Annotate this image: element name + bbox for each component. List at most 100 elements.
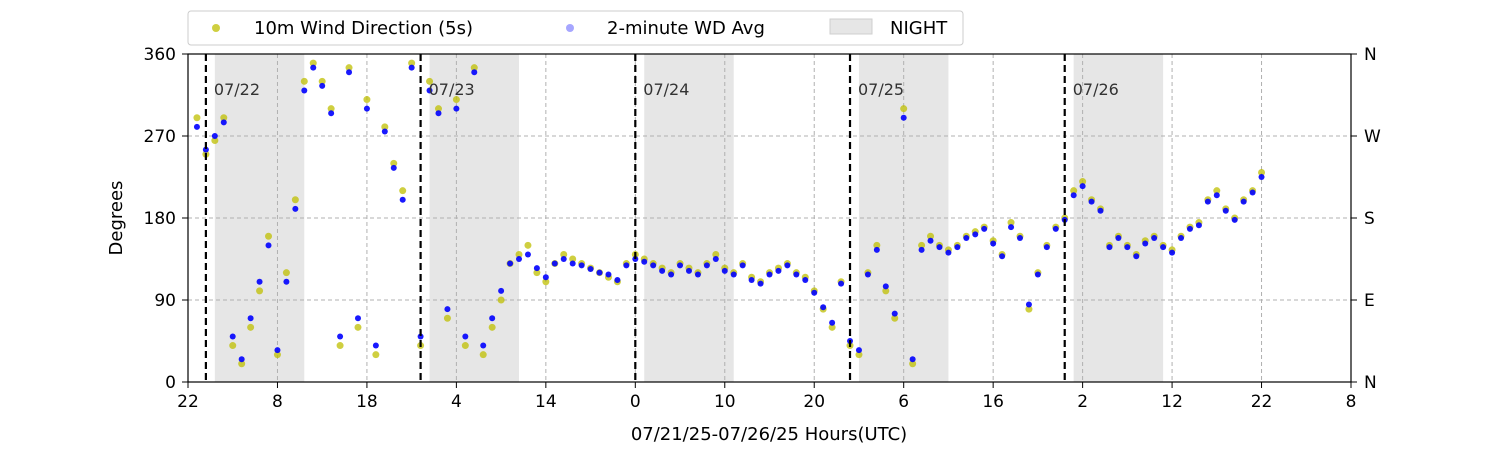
series-1-point-1	[202, 146, 209, 153]
series-0-point-91	[1007, 219, 1015, 227]
legend-handle-2	[829, 18, 873, 35]
series-1-point-103	[1115, 235, 1122, 242]
series-1-point-37	[524, 251, 531, 258]
y2-tick-label-2: S	[1364, 209, 1375, 229]
series-0-point-5	[238, 360, 246, 368]
series-1-point-63	[757, 280, 764, 287]
series-0-point-77	[882, 287, 890, 295]
series-0-point-23	[399, 187, 407, 195]
series-1-point-74	[855, 347, 862, 354]
series-1-point-117	[1240, 198, 1247, 205]
day-marker-label-2: 07/24	[643, 80, 689, 99]
series-1-point-23	[399, 196, 406, 203]
series-1-point-108	[1160, 244, 1167, 251]
series-1-point-82	[927, 237, 934, 244]
series-0-point-80	[909, 360, 917, 368]
x-tick-label-6: 10	[714, 392, 736, 412]
x-tick-label-12: 22	[1251, 392, 1273, 412]
y2-tick-layer: N E S W N	[1351, 45, 1381, 393]
series-1-point-68	[802, 276, 809, 283]
series-1-point-96	[1052, 225, 1059, 232]
series-1-point-84	[945, 249, 952, 256]
y-tick-label-4: 360	[144, 45, 176, 65]
series-0-point-18	[354, 323, 362, 331]
day-marker-label-1: 07/23	[429, 80, 475, 99]
points-layer	[193, 59, 1266, 368]
series-0-point-2	[211, 137, 219, 145]
y-tick-label-3: 270	[144, 127, 176, 147]
series-1-point-34	[498, 287, 505, 294]
series-0-point-81	[918, 241, 926, 249]
y-tick-label-2: 180	[144, 209, 176, 229]
series-1-point-69	[811, 289, 818, 296]
series-0-point-13	[309, 59, 317, 67]
series-1-point-67	[793, 271, 800, 278]
series-0-point-99	[1079, 178, 1087, 186]
series-1-point-14	[319, 82, 326, 89]
series-1-point-100	[1088, 198, 1095, 205]
series-1-point-88	[981, 225, 988, 232]
series-0-point-34	[497, 296, 505, 304]
legend-label-1: 2-minute WD Avg	[607, 18, 765, 39]
series-1-point-8	[265, 242, 272, 249]
series-1-point-119	[1258, 174, 1265, 180]
series-1-point-72	[838, 280, 845, 287]
series-0-point-17	[345, 64, 353, 72]
series-1-point-114	[1213, 192, 1220, 199]
series-1-point-56	[694, 271, 701, 278]
series-1-point-54	[677, 262, 684, 269]
series-1-point-70	[820, 304, 827, 311]
y2-tick-label-0: N	[1364, 373, 1377, 393]
x-tick-label-7: 20	[803, 392, 825, 412]
series-1-point-32	[480, 342, 487, 349]
series-1-point-13	[310, 64, 317, 71]
series-1-point-118	[1249, 189, 1256, 196]
series-0-point-28	[443, 314, 451, 322]
series-0-point-27	[434, 105, 442, 113]
series-0-point-12	[300, 77, 308, 85]
x-tick-label-0: 22	[177, 392, 199, 412]
series-0-point-8	[265, 232, 273, 240]
series-1-point-6	[247, 315, 254, 322]
legend: 10m Wind Direction (5s) 2-minute WD Avg NI…	[187, 10, 964, 46]
series-0-point-10	[282, 269, 290, 277]
legend-handle-0	[212, 24, 220, 32]
series-1-point-44	[587, 266, 594, 273]
series-1-point-30	[462, 333, 469, 340]
series-0-point-4	[229, 342, 237, 350]
series-1-point-89	[990, 240, 997, 247]
x-axis-label: 07/21/25-07/26/25 Hours(UTC)	[631, 424, 907, 445]
series-1-point-64	[766, 271, 773, 278]
series-0-point-9	[273, 351, 281, 359]
series-0-point-3	[220, 114, 228, 122]
series-1-point-109	[1169, 249, 1176, 256]
legend-handle-1	[566, 24, 574, 32]
series-1-point-27	[435, 110, 442, 117]
series-1-point-7	[256, 278, 263, 285]
series-0-point-71	[828, 323, 836, 331]
series-1-point-46	[605, 271, 612, 278]
series-1-point-21	[381, 128, 388, 135]
y2-tick-label-1: E	[1364, 291, 1375, 311]
series-1-point-83	[936, 244, 943, 251]
series-1-point-99	[1079, 183, 1086, 190]
series-0-point-76	[873, 241, 881, 249]
series-0-point-58	[712, 250, 720, 258]
series-1-point-57	[703, 262, 710, 269]
series-1-point-28	[444, 306, 451, 313]
series-1-point-105	[1133, 253, 1140, 260]
series-0-point-11	[291, 196, 299, 204]
series-0-point-78	[891, 314, 899, 322]
series-1-point-86	[963, 235, 970, 242]
series-1-point-26	[426, 87, 433, 94]
series-0-point-119	[1258, 168, 1266, 176]
y-tick-label-0: 0	[165, 373, 176, 393]
series-0-point-98	[1070, 187, 1078, 195]
series-0-point-31	[470, 64, 478, 72]
series-1-point-16	[337, 333, 344, 340]
x-tick-label-11: 12	[1161, 392, 1183, 412]
day-marker-label-3: 07/25	[858, 80, 904, 99]
series-1-point-2	[211, 133, 218, 139]
series-0-point-15	[327, 105, 335, 113]
